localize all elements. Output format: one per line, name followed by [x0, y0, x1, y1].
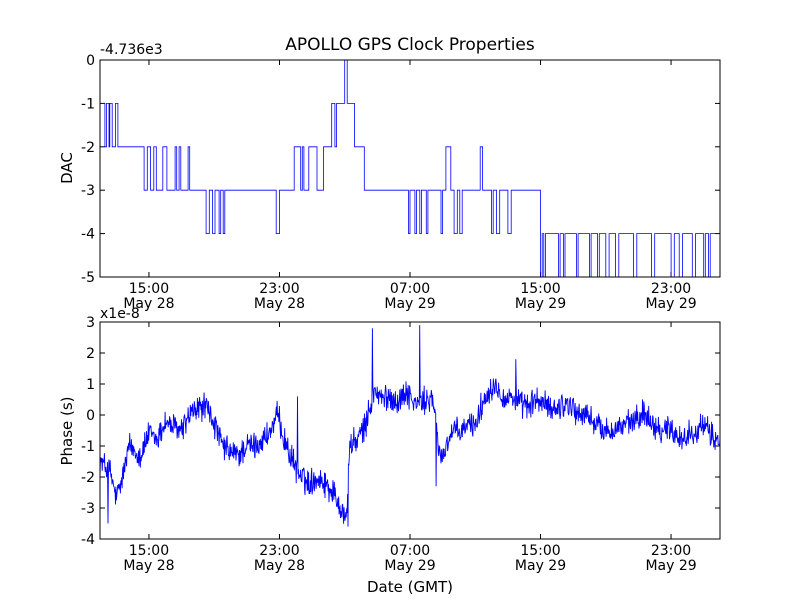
- dac-xtick-time-label: 15:00: [129, 281, 169, 297]
- phase-xtick-date-label: May 29: [515, 558, 566, 574]
- dac-xtick-time-label: 07:00: [390, 281, 430, 297]
- dac-ytick-label: 0: [86, 53, 95, 69]
- phase-ytick-label: 2: [86, 346, 95, 362]
- phase-xtick-time-label: 23:00: [259, 543, 299, 559]
- phase-ylabel: Phase (s): [58, 396, 76, 465]
- phase-xtick-date-label: May 28: [123, 558, 174, 574]
- phase-xtick-time-label: 15:00: [129, 543, 169, 559]
- dac-xtick-date-label: May 29: [384, 296, 435, 312]
- dac-offset-text: -4.736e3: [100, 42, 163, 58]
- dac-xtick-time-label: 15:00: [520, 281, 560, 297]
- dac-series-line: [100, 59, 716, 278]
- phase-series: [99, 325, 721, 527]
- phase-xtick-time-label: 07:00: [390, 543, 430, 559]
- phase-chart: x1e-8 Phase (s) Date (GMT) 3 2 1 0 -1 -2 -3 -4 1…: [58, 306, 721, 596]
- dac-ytick-label: -4: [81, 227, 95, 243]
- phase-xtick-date-label: May 29: [645, 558, 696, 574]
- phase-xtick-date-label: May 29: [384, 558, 435, 574]
- phase-ytick-label: -1: [81, 439, 95, 455]
- phase-xtick-time-label: 23:00: [651, 543, 691, 559]
- dac-xtick-date-label: May 29: [515, 296, 566, 312]
- dac-ytick-label: -1: [81, 96, 95, 112]
- dac-axes-frame: [99, 59, 721, 278]
- dac-xtick-time-label: 23:00: [651, 281, 691, 297]
- phase-series-line: [99, 325, 721, 527]
- dac-xtick-date-label: May 28: [123, 296, 174, 312]
- dac-ytick-label: -3: [81, 183, 95, 199]
- phase-xtick-date-label: May 28: [254, 558, 305, 574]
- phase-ytick-label: 1: [86, 377, 95, 393]
- dac-ytick-label: -5: [81, 270, 95, 286]
- phase-ytick-label: -4: [81, 532, 95, 548]
- dac-ytick-label: -2: [81, 140, 95, 156]
- phase-ytick-label: -3: [81, 501, 95, 517]
- phase-xtick-time-label: 15:00: [520, 543, 560, 559]
- phase-ytick-label: -2: [81, 470, 95, 486]
- figure-title: APOLLO GPS Clock Properties: [285, 35, 535, 55]
- dac-xtick-date-label: May 28: [254, 296, 305, 312]
- dac-xtick-time-label: 23:00: [259, 281, 299, 297]
- phase-ytick-label: 3: [86, 315, 95, 331]
- phase-offset-text: x1e-8: [100, 306, 140, 322]
- dac-series: [100, 59, 716, 278]
- phase-xlabel: Date (GMT): [367, 578, 453, 596]
- dac-xtick-date-label: May 29: [645, 296, 696, 312]
- dac-ylabel: DAC: [58, 152, 76, 184]
- phase-axes-frame: [99, 321, 721, 540]
- phase-ytick-label: 0: [86, 408, 95, 424]
